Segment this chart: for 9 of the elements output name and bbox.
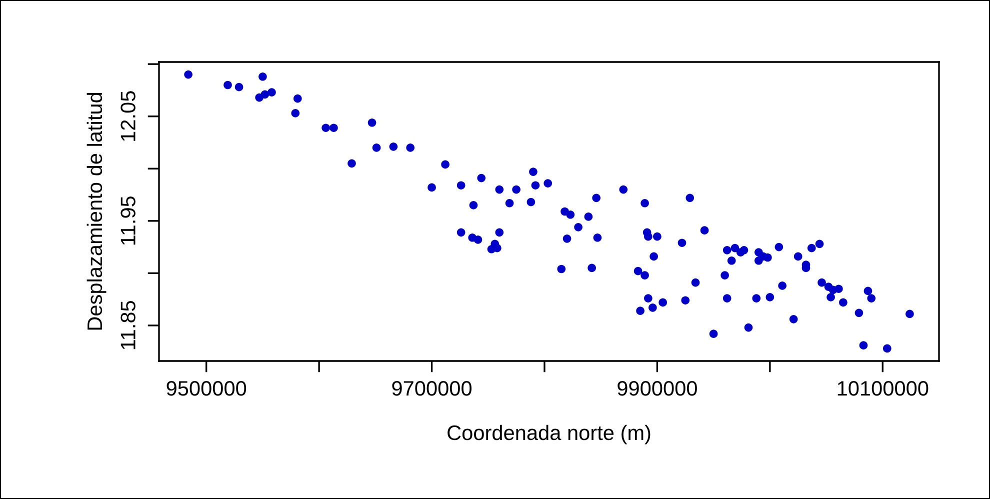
x-axis-title: Coordenada norte (m) [448,424,650,444]
x-tick-label: 9900000 [618,380,697,396]
y-axis-title: Desplazamiento de latitud [86,92,106,330]
x-tick-label: 9500000 [166,380,246,396]
y-tick-label: 11.95 [120,196,136,245]
y-tick-label: 11.85 [120,301,136,350]
x-tick-label: 9700000 [392,380,472,396]
y-tick-label: 12.05 [120,91,136,141]
x-tick-label: 10100000 [838,380,928,396]
